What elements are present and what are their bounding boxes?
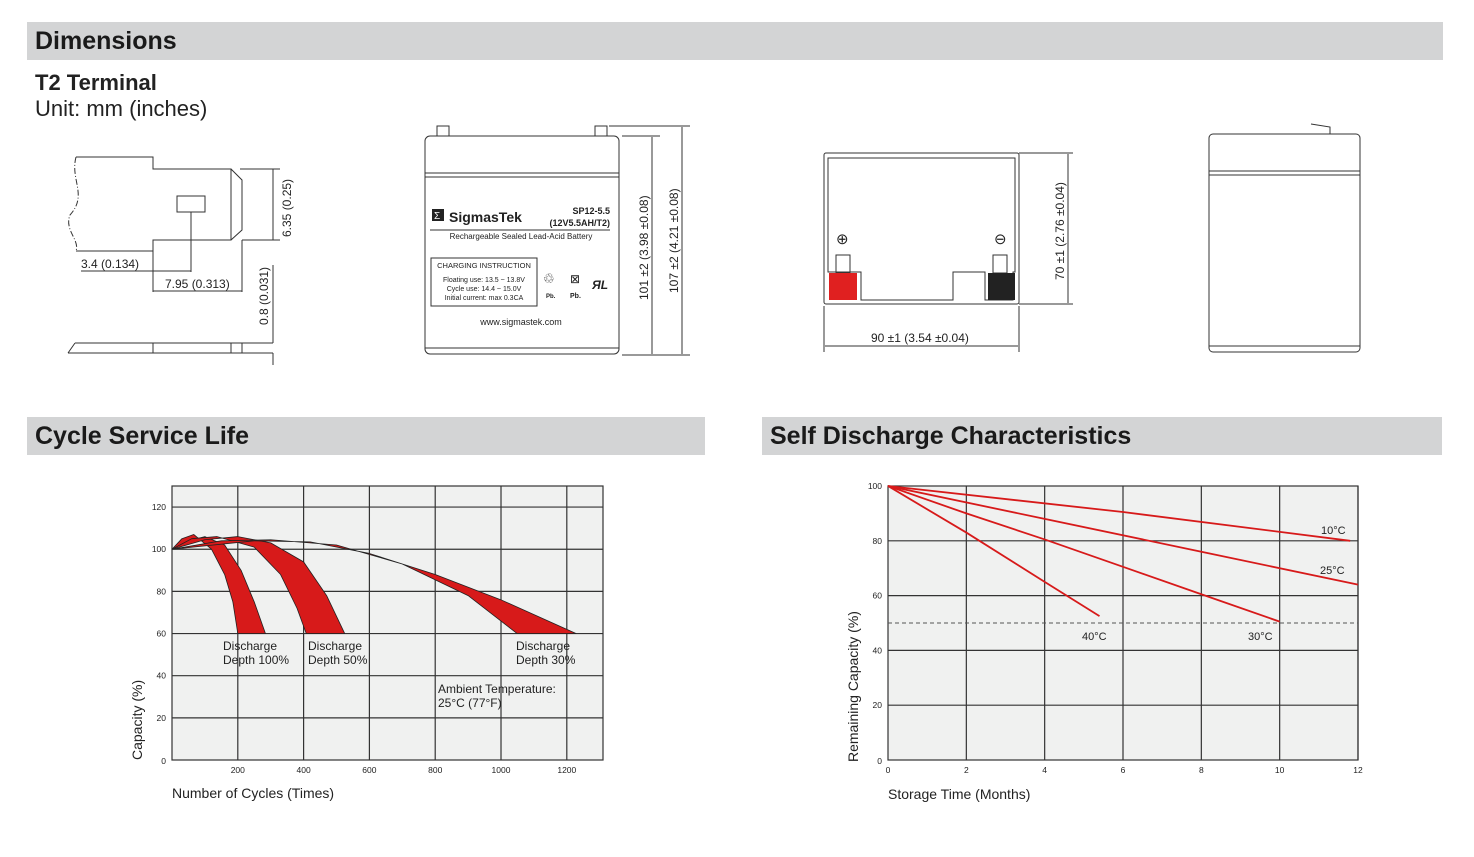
annotation-d100: Depth 100% bbox=[223, 653, 289, 667]
annotation-ambient: 25°C (77°F) bbox=[438, 696, 502, 710]
x-tick-label: 6 bbox=[1121, 765, 1126, 775]
x-tick-label: 2 bbox=[964, 765, 969, 775]
y-tick-label: 80 bbox=[873, 536, 883, 546]
x-axis-label: Number of Cycles (Times) bbox=[172, 785, 334, 801]
y-tick-label: 0 bbox=[877, 756, 882, 766]
x-tick-label: 1000 bbox=[492, 765, 511, 775]
y-axis-label: Capacity (%) bbox=[129, 680, 145, 760]
x-tick-label: 12 bbox=[1353, 765, 1363, 775]
series-line-1 bbox=[887, 485, 1351, 542]
x-tick-label: 600 bbox=[362, 765, 376, 775]
terminal-type: T2 Terminal bbox=[35, 70, 157, 95]
y-tick-label: 100 bbox=[868, 481, 882, 491]
series-line-3 bbox=[887, 485, 1280, 623]
y-tick-label: 40 bbox=[873, 645, 883, 655]
series-label: 10°C bbox=[1321, 525, 1346, 537]
annotation-d50: Discharge bbox=[308, 639, 362, 653]
x-tick-label: 200 bbox=[231, 765, 245, 775]
x-tick-label: 1200 bbox=[557, 765, 576, 775]
annotation-d50: Depth 50% bbox=[308, 653, 368, 667]
y-tick-label: 20 bbox=[873, 700, 883, 710]
series-line-2 bbox=[887, 485, 1359, 586]
annotation-ambient: Ambient Temperature: bbox=[438, 682, 556, 696]
series-line-4 bbox=[887, 485, 1100, 617]
y-tick-label: 60 bbox=[873, 591, 883, 601]
x-tick-label: 8 bbox=[1199, 765, 1204, 775]
section-header-cycle: Cycle Service Life bbox=[27, 417, 705, 455]
x-tick-label: 800 bbox=[428, 765, 442, 775]
annotation-d100: Discharge bbox=[223, 639, 277, 653]
y-tick-label: 20 bbox=[157, 713, 167, 723]
y-axis-label: Remaining Capacity (%) bbox=[845, 611, 861, 762]
x-tick-label: 0 bbox=[886, 765, 891, 775]
series-label: 40°C bbox=[1082, 631, 1107, 643]
y-tick-label: 120 bbox=[152, 502, 166, 512]
x-tick-label: 4 bbox=[1042, 765, 1047, 775]
annotation-d30: Depth 30% bbox=[516, 653, 576, 667]
x-tick-label: 400 bbox=[297, 765, 311, 775]
discharge-band-3 bbox=[171, 539, 577, 634]
y-tick-label: 80 bbox=[157, 586, 167, 596]
series-label: 30°C bbox=[1248, 631, 1273, 643]
x-axis-label: Storage Time (Months) bbox=[888, 786, 1030, 802]
y-tick-label: 60 bbox=[157, 629, 167, 639]
annotation-d30: Discharge bbox=[516, 639, 570, 653]
section-header-dimensions: Dimensions bbox=[27, 22, 1443, 60]
discharge-band-2 bbox=[171, 536, 346, 634]
y-tick-label: 0 bbox=[161, 756, 166, 766]
y-tick-label: 40 bbox=[157, 671, 167, 681]
x-tick-label: 10 bbox=[1275, 765, 1285, 775]
unit-label: Unit: mm (inches) bbox=[35, 96, 208, 121]
section-header-self-discharge: Self Discharge Characteristics bbox=[762, 417, 1442, 455]
series-label: 25°C bbox=[1320, 565, 1345, 577]
y-tick-label: 100 bbox=[152, 544, 166, 554]
